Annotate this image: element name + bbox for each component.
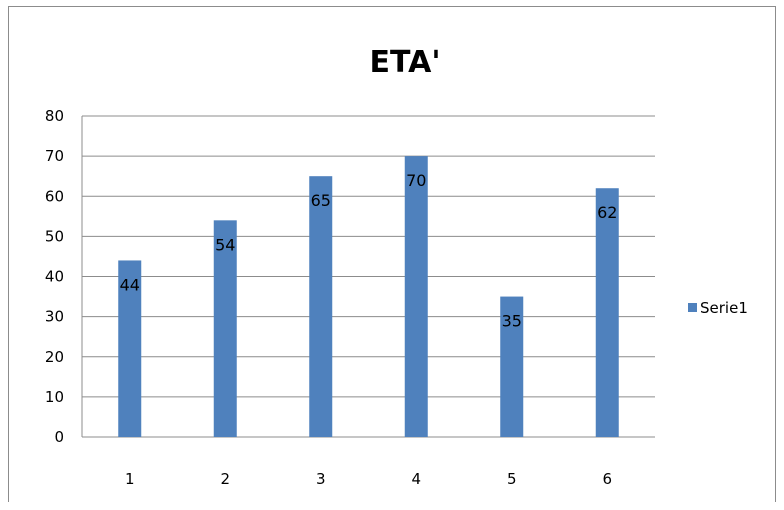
x-tick-label: 3 [316, 470, 326, 488]
legend-label: Serie1 [700, 299, 748, 317]
y-tick-label: 70 [45, 147, 64, 165]
x-tick-label: 5 [507, 470, 517, 488]
data-label: 54 [215, 235, 235, 254]
data-label: 65 [311, 191, 331, 210]
data-labels: 44 54 65 70 35 62 [120, 171, 618, 330]
y-tick-label: 80 [45, 107, 64, 125]
data-label: 62 [597, 203, 617, 222]
bar [404, 156, 428, 437]
data-label: 35 [502, 312, 522, 331]
data-label: 70 [406, 171, 426, 190]
y-tick-label: 60 [45, 187, 64, 205]
data-label: 44 [120, 275, 140, 294]
x-tick-label: 2 [220, 470, 230, 488]
y-tick-label: 10 [45, 388, 64, 406]
legend-swatch [688, 303, 697, 312]
chart-title: ETA' [369, 45, 440, 80]
y-axis-ticks: 0 10 20 30 40 50 60 70 80 [45, 107, 64, 446]
x-tick-label: 4 [411, 470, 421, 488]
y-tick-label: 0 [54, 428, 64, 446]
bars [118, 156, 619, 437]
bar [118, 260, 142, 437]
x-axis-ticks: 1 2 3 4 5 6 [125, 470, 612, 488]
y-tick-label: 20 [45, 348, 64, 366]
y-tick-label: 30 [45, 308, 64, 326]
x-tick-label: 6 [602, 470, 612, 488]
bar [500, 296, 524, 437]
x-tick-label: 1 [125, 470, 135, 488]
y-tick-label: 50 [45, 227, 64, 245]
bar [213, 220, 237, 437]
y-tick-label: 40 [45, 268, 64, 286]
gridlines [81, 115, 655, 438]
legend: Serie1 [688, 299, 748, 317]
bar [309, 176, 333, 437]
bar [595, 188, 619, 437]
